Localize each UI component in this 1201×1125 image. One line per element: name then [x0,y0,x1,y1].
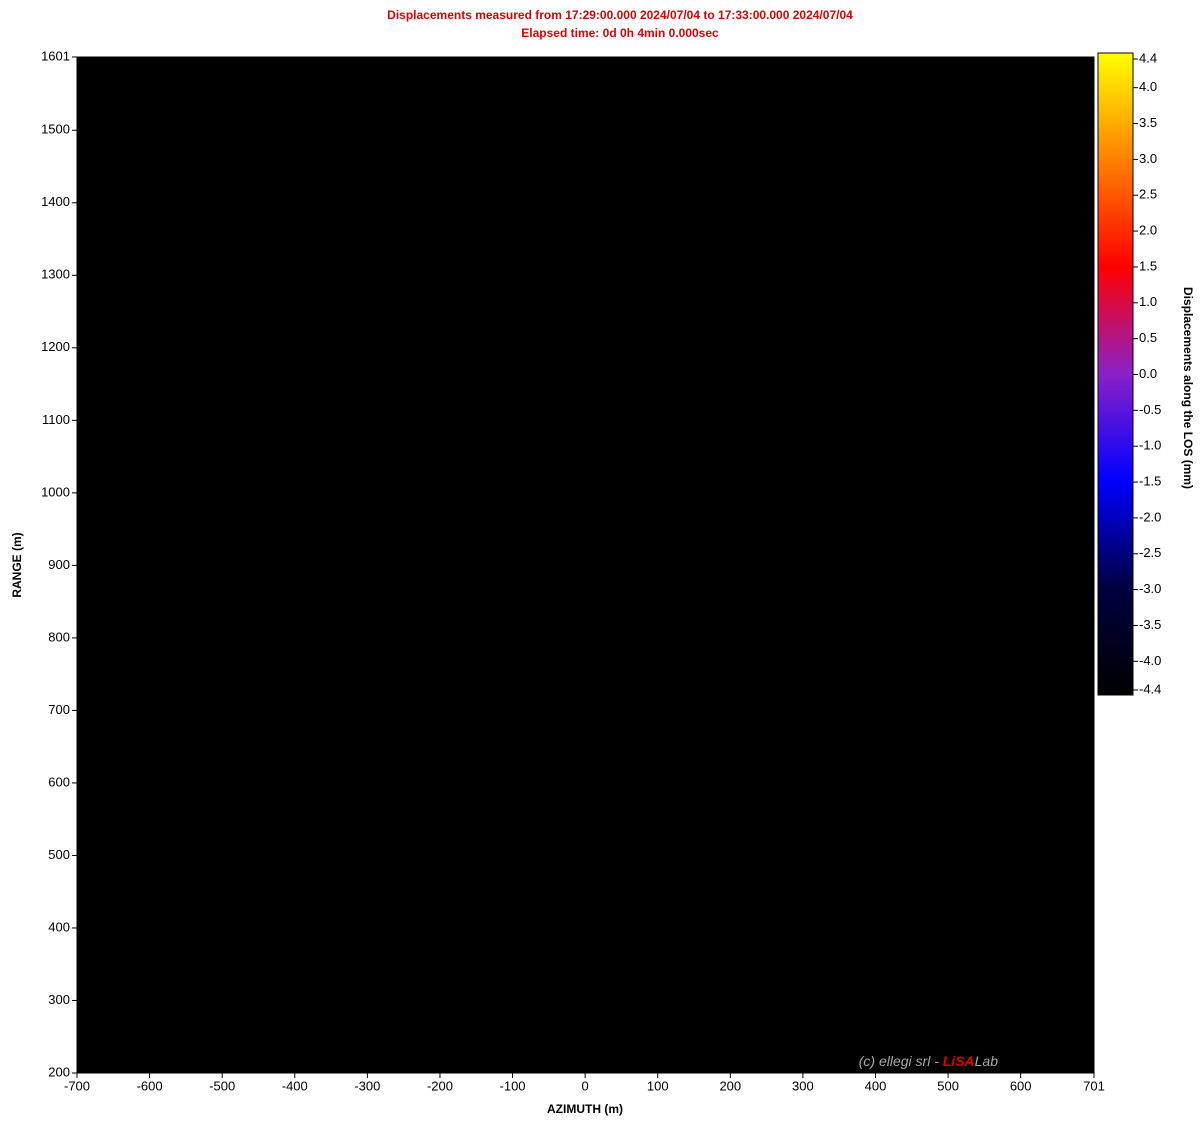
colorbar-tick-label: 2.0 [1139,223,1157,238]
colorbar-tick-label: -0.5 [1139,402,1161,417]
y-tick-label: 700 [48,702,70,717]
colorbar-tick-label: -3.5 [1139,617,1161,632]
colorbar-tick-label: -4.0 [1139,653,1161,668]
y-tick-label: 600 [48,774,70,789]
y-tick-label: 1500 [41,122,70,137]
watermark-brand: LiSA [943,1053,975,1069]
y-tick-label: 1100 [42,412,70,427]
y-tick-label: 900 [48,557,70,572]
y-tick-label: 300 [48,992,70,1007]
colorbar-tick-label: -4.4 [1139,681,1161,696]
colorbar-tick-label: 2.5 [1139,187,1157,202]
x-tick-label: -700 [64,1078,90,1093]
y-tick-label: 1300 [41,267,70,282]
x-tick-label: -400 [282,1078,308,1093]
colorbar-tick-label: -1.5 [1139,473,1161,488]
x-tick-label: 500 [937,1078,959,1093]
watermark-prefix: (c) ellegi srl - [859,1053,943,1069]
colorbar-tick-label: 1.0 [1139,294,1157,309]
colorbar-tick-label: -2.0 [1139,509,1161,524]
watermark: (c) ellegi srl - LiSALab [859,1053,998,1069]
displacement-field [175,60,1000,1073]
x-tick-label: 200 [719,1078,741,1093]
y-tick-label: 500 [48,847,70,862]
x-tick-label: 701 [1083,1078,1105,1093]
x-tick-label: -600 [137,1078,163,1093]
x-tick-label: 0 [582,1078,589,1093]
y-tick-label: 1601 [41,48,70,63]
colorbar-tick-label: 3.0 [1139,151,1157,166]
colorbar [1097,52,1134,696]
x-tick-label: 600 [1010,1078,1032,1093]
colorbar-tick-label: -1.0 [1139,438,1161,453]
y-tick-label: 1200 [41,339,70,354]
y-tick-label: 400 [48,919,70,934]
colorbar-label: Displacements along the LOS (mm) [1181,287,1195,489]
x-tick-label: 400 [865,1078,887,1093]
x-axis-label: AZIMUTH (m) [547,1102,623,1116]
y-tick-label: 200 [48,1064,70,1079]
watermark-suffix: Lab [975,1053,999,1069]
colorbar-tick-label: 3.5 [1139,115,1157,130]
y-tick-label: 800 [48,629,70,644]
colorbar-tick-label: -2.5 [1139,545,1161,560]
x-tick-label: -300 [354,1078,380,1093]
colorbar-tick-label: 4.0 [1139,79,1157,94]
x-tick-label: -100 [500,1078,526,1093]
colorbar-tick-label: -3.0 [1139,581,1161,596]
y-axis-label: RANGE (m) [10,532,24,597]
y-tick-label: 1000 [41,484,70,499]
x-tick-label: -500 [209,1078,235,1093]
x-tick-label: -200 [427,1078,453,1093]
colorbar-tick-label: 4.4 [1139,50,1157,65]
x-tick-label: 100 [647,1078,669,1093]
colorbar-tick-label: 0.5 [1139,330,1157,345]
colorbar-tick-label: 0.0 [1139,366,1157,381]
chart-title: Displacements measured from 17:29:00.000… [387,8,853,22]
x-tick-label: 300 [792,1078,814,1093]
chart-subtitle: Elapsed time: 0d 0h 4min 0.000sec [521,26,719,40]
y-tick-label: 1400 [41,194,70,209]
colorbar-tick-label: 1.5 [1139,258,1157,273]
